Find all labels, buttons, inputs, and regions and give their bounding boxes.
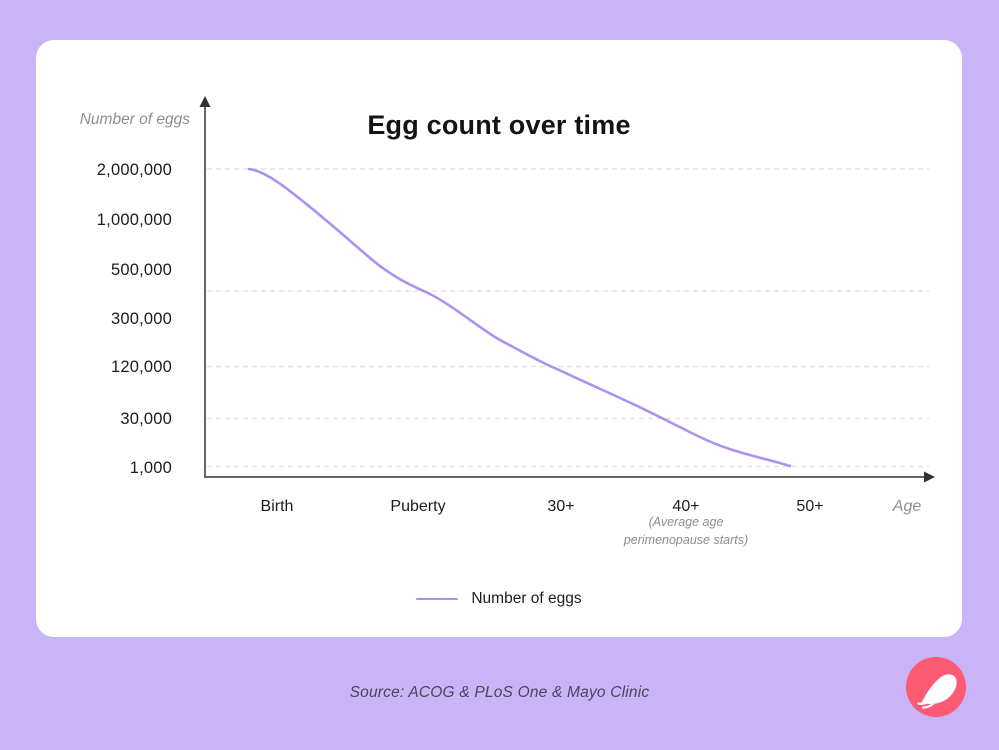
y-tick-300000: 300,000 [110, 310, 172, 328]
x-axis-end-label: Age [892, 498, 922, 515]
x-tick-40plus: 40+ [672, 498, 700, 515]
flo-feather-icon [906, 657, 966, 717]
legend-label: Number of eggs [471, 590, 582, 607]
feather-barb-1 [917, 699, 932, 705]
y-tick-30000: 30,000 [120, 410, 172, 428]
x-tick-birth: Birth [260, 498, 294, 515]
egg-count-line [247, 167, 792, 468]
legend-line-swatch [416, 597, 459, 601]
y-tick-1000000: 1,000,000 [96, 211, 172, 229]
x-tick-puberty: Puberty [390, 498, 446, 515]
chart-title: Egg count over time [367, 110, 631, 140]
x-axis-arrowhead [924, 471, 935, 483]
x-tick-30plus: 30+ [547, 498, 575, 515]
y-tick-1000: 1,000 [129, 459, 172, 477]
plot-area [199, 96, 935, 483]
y-tick-500000: 500,000 [110, 261, 172, 279]
annotation-line2: perimenopause starts) [623, 533, 749, 548]
y-axis-title: Number of eggs [79, 111, 190, 128]
legend: Number of eggs [36, 589, 962, 609]
perimenopause-annotation: (Average age perimenopause starts) [591, 513, 781, 549]
flo-logo [906, 657, 966, 717]
y-axis-arrowhead [199, 96, 211, 107]
x-tick-50plus: 50+ [796, 498, 824, 515]
source-citation: Source: ACOG & PLoS One & Mayo Clinic [349, 684, 650, 701]
gridlines [207, 168, 929, 468]
feather-shape [921, 674, 957, 704]
y-tick-2000000: 2,000,000 [96, 161, 172, 179]
axes [204, 104, 928, 478]
y-tick-120000: 120,000 [110, 358, 172, 376]
feather-barb-2 [921, 702, 935, 709]
annotation-line1: (Average age [648, 515, 724, 529]
chart-card: Egg count over time Number of eggs 2,000… [36, 40, 962, 637]
